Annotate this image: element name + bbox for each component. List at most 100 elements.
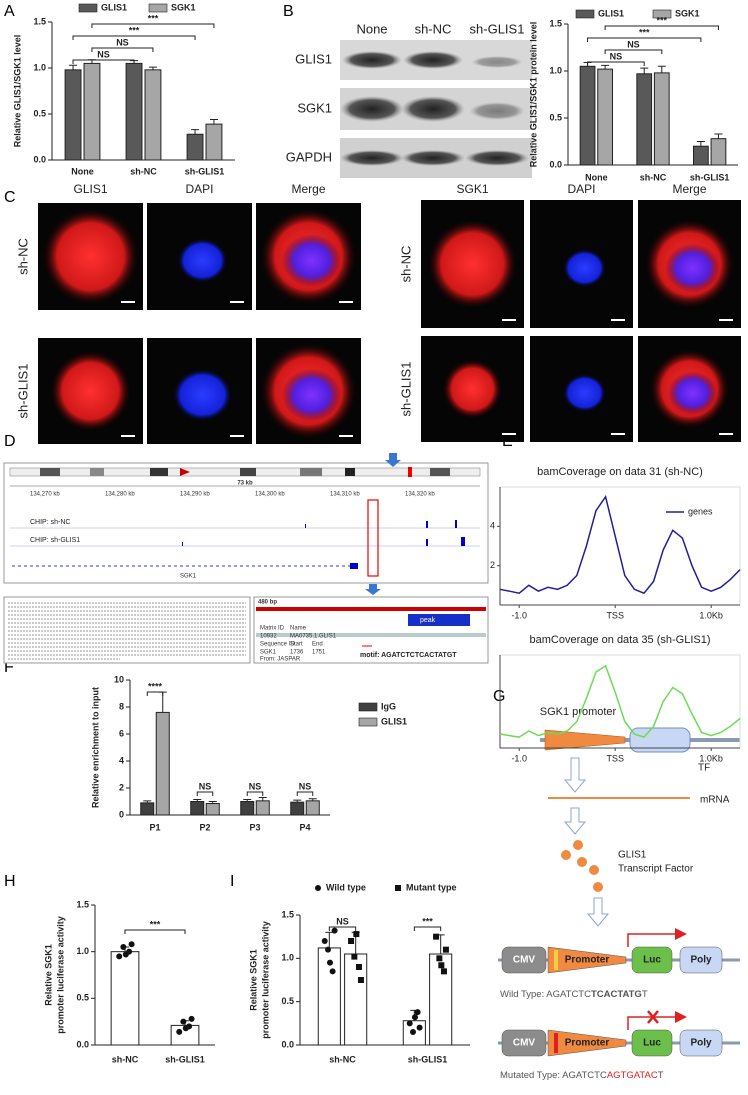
vector-element: [631, 1029, 673, 1057]
element-label: CMV: [513, 955, 536, 966]
significance-bracket: [604, 25, 719, 30]
significance-bracket: [196, 791, 214, 796]
error-bar: [714, 133, 723, 139]
bar: [240, 801, 255, 816]
ideogram-band: [430, 468, 450, 476]
coordinate: 134,270 kb: [30, 492, 60, 498]
table-cell: 1736: [290, 650, 304, 656]
x-tick-label: sh-GLIS1: [690, 172, 730, 182]
data-point: [188, 1015, 195, 1022]
significance-label: ****: [148, 681, 163, 691]
band: [469, 102, 525, 120]
y-axis-label: Relative GLIS1/SGK1 protein level: [528, 22, 538, 168]
ideogram-band: [300, 468, 322, 476]
bar: [205, 123, 223, 161]
cell-signal: [428, 219, 517, 309]
significance-label: NS: [116, 37, 129, 47]
table-cell: Name: [290, 626, 307, 632]
protein-label: GLIS1: [295, 51, 332, 66]
channel-title: Merge: [291, 182, 325, 196]
data-point: [436, 955, 443, 962]
label: GLIS1: [618, 850, 647, 861]
significance-label: NS: [299, 781, 312, 791]
error-bar: [69, 64, 78, 70]
sequence-panel: [3, 596, 251, 664]
y-axis-label: promoter luciferase activity: [260, 921, 270, 1039]
data-point: [406, 1020, 413, 1027]
group-label: sh-NC: [398, 246, 413, 283]
table-cell: 10932: [260, 634, 277, 640]
legend-label: genes: [688, 506, 713, 516]
seq-part: Wild Type: AGATCTC: [500, 989, 591, 1000]
bar: [155, 711, 170, 816]
data-point: [395, 885, 401, 891]
nucleus-signal: [177, 238, 228, 283]
error-bar: [143, 800, 152, 803]
y-axis-label: Relative SGK1: [43, 944, 53, 1006]
data-point: [325, 946, 332, 953]
band: [340, 96, 404, 122]
panel-label: A: [4, 3, 15, 20]
data-point: [357, 977, 364, 983]
element-label: CMV: [513, 1038, 536, 1049]
y-tick-label: 0.5: [549, 112, 562, 122]
nucleus-signal: [563, 248, 606, 288]
peak-signal: [461, 537, 465, 546]
vector-element: [547, 946, 627, 974]
data-point: [116, 953, 123, 960]
label: TF: [698, 763, 710, 774]
x-tick-label: P4: [299, 822, 310, 832]
nucleus-signal: [664, 243, 721, 293]
vector-element: [679, 1029, 723, 1057]
seq-part: TCACTATG: [591, 989, 642, 1000]
legend-swatch: [148, 3, 168, 13]
data-point: [315, 885, 321, 891]
legend-swatch: [78, 3, 98, 13]
bar: [344, 953, 368, 1046]
ideogram-band: [345, 468, 355, 476]
nucleus-signal: [172, 368, 233, 422]
vector-element: [631, 946, 673, 974]
panel-label: F: [4, 659, 14, 676]
y-tick-label: 1.0: [549, 65, 562, 75]
x-tick-label: P1: [149, 822, 160, 832]
significance-bracket: [604, 49, 663, 54]
x-tick-label: -1.0: [511, 610, 527, 620]
highlight-box: [367, 499, 379, 577]
y-tick-label: 6: [119, 728, 124, 738]
data-point: [326, 959, 333, 966]
bar: [305, 800, 320, 816]
error-bar: [657, 65, 666, 73]
x-tick-label: TSS: [606, 610, 624, 620]
vector-element: [679, 946, 723, 974]
significance-bracket: [246, 791, 264, 796]
ideogram-position: [408, 467, 412, 477]
nucleus-signal: [281, 234, 342, 287]
significance-label: ***: [639, 27, 650, 37]
significance-label: NS: [627, 39, 640, 49]
browser-panel: [3, 462, 489, 584]
peak-signal: [455, 520, 457, 528]
panel-label: D: [4, 433, 16, 450]
significance-bracket: [328, 926, 357, 931]
element-label: Poly: [690, 955, 712, 966]
table-cell: End: [312, 642, 323, 648]
data-point: [331, 927, 338, 934]
legend-swatch: [575, 9, 595, 19]
element-label: Promoter: [565, 955, 610, 966]
coordinate: 134,280 kb: [105, 492, 135, 498]
ideogram-band: [40, 468, 60, 476]
coordinate: 134,320 kb: [405, 492, 435, 498]
significance-label: ***: [422, 916, 433, 926]
peak-box: [408, 614, 470, 626]
legend-label: Wild type: [326, 882, 366, 892]
panel-label: I: [230, 873, 234, 890]
legend-label: Mutant type: [406, 882, 457, 892]
y-axis-label: Relative GLIS1/SGK1 level: [12, 35, 22, 148]
vector-element: [501, 946, 547, 974]
data-point: [348, 938, 355, 944]
table-cell: Matrix ID: [260, 626, 285, 632]
x-tick-label: None: [71, 166, 94, 176]
x-tick-label: P2: [199, 822, 210, 832]
